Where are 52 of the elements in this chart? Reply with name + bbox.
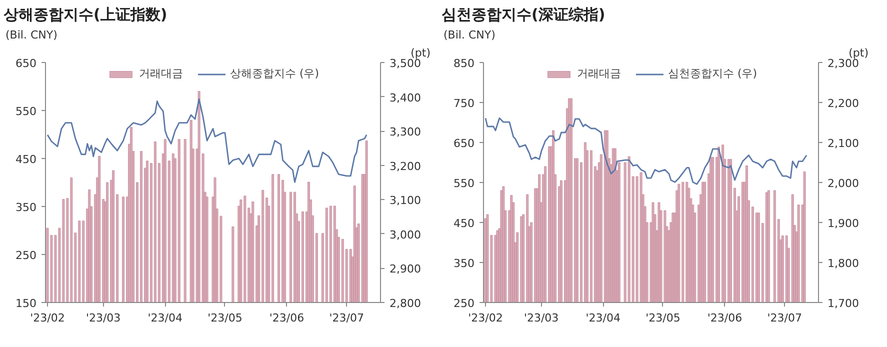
y-tick-label: 650	[16, 57, 37, 70]
chart-title: 상해종합지수(上证指数)	[4, 6, 168, 24]
y-axis-title: (Bil. CNY)	[444, 28, 496, 42]
y-tick-label: 250	[16, 249, 37, 262]
y2-tick-label: 3,500	[390, 57, 421, 70]
x-tick-label: '23/06	[707, 312, 742, 324]
x-tick-label: '23/03	[86, 312, 121, 324]
legend-label: 심천종합지수 (우)	[668, 66, 758, 81]
y2-axis-title: (pt)	[410, 46, 431, 60]
y-tick-label: 450	[16, 153, 37, 166]
legend-label: 거래대금	[576, 66, 621, 81]
legend-label: 상해종합지수 (우)	[230, 66, 320, 81]
x-tick-label: '23/06	[269, 312, 304, 324]
y2-tick-label: 3,200	[390, 160, 421, 173]
y-axis-title: (Bil. CNY)	[6, 28, 58, 42]
legend-label: 거래대금	[138, 66, 183, 81]
y-tick-label: 750	[454, 97, 475, 110]
y2-tick-label: 2,900	[390, 262, 421, 276]
line-series	[46, 98, 368, 183]
y2-tick-label: 2,100	[828, 137, 859, 150]
y-tick-label: 350	[454, 257, 475, 270]
y-tick-label: 150	[16, 297, 37, 310]
x-tick-label: '23/05	[646, 312, 680, 324]
y2-tick-label: 1,800	[828, 257, 859, 270]
x-tick-label: '23/04	[148, 312, 183, 324]
y-tick-label: 550	[16, 105, 37, 118]
x-tick-label: '23/04	[586, 312, 621, 324]
y2-tick-label: 2,800	[390, 297, 421, 310]
x-tick-label: '23/07	[329, 312, 364, 324]
y-tick-label: 650	[454, 137, 475, 150]
y2-axis-title: (pt)	[848, 46, 869, 60]
y2-tick-label: 3,100	[390, 194, 421, 208]
y-tick-label: 450	[454, 217, 475, 230]
x-tick-label: '23/07	[767, 312, 802, 324]
y-tick-label: 550	[454, 177, 475, 190]
y2-tick-label: 3,400	[390, 91, 421, 104]
y2-tick-label: 1,900	[828, 217, 859, 230]
y2-tick-label: 1,700	[828, 297, 859, 310]
line-series	[484, 117, 808, 185]
y2-tick-label: 2,200	[828, 97, 859, 110]
chart-title: 심천종합지수(深证综指)	[442, 6, 606, 24]
y-tick-label: 250	[454, 297, 475, 310]
y2-tick-label: 3,000	[390, 228, 421, 242]
x-tick-label: '23/02	[468, 312, 503, 324]
x-tick-label: '23/02	[30, 312, 65, 324]
x-tick-label: '23/03	[524, 312, 559, 324]
x-tick-label: '23/05	[208, 312, 242, 324]
y-tick-label: 850	[454, 57, 475, 70]
y2-tick-label: 2,300	[828, 57, 859, 70]
y-tick-label: 350	[16, 201, 37, 214]
y2-tick-label: 2,000	[828, 177, 859, 190]
y2-tick-label: 3,300	[390, 126, 421, 139]
